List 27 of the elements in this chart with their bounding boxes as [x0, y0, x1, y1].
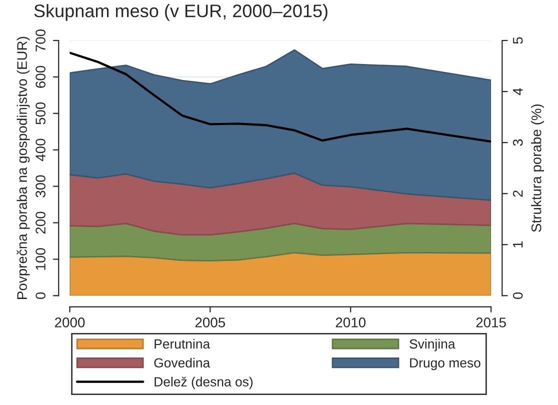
y2-tick-label: 1 [513, 241, 523, 248]
y-axis-title: Povprečna poraba na gospodinjstvo (EUR) [16, 36, 30, 299]
y-tick-label: 0 [36, 292, 46, 299]
y2-tick-label: 3 [512, 139, 523, 146]
line-series [70, 52, 492, 143]
y-tick-label: 500 [36, 102, 46, 124]
y2-tick-label: 2 [512, 190, 523, 197]
y-tick-label: 400 [36, 138, 46, 162]
legend-label: Drugo meso [410, 358, 480, 370]
x-tick-label: 2000 [55, 318, 85, 328]
y2-tick-label: 4 [513, 88, 523, 96]
y2-tick-label: 5 [513, 37, 523, 44]
x-tick-label: 2015 [476, 318, 506, 328]
chart-title: Skupnam meso (v EUR, 2000–2015) [34, 4, 328, 21]
legend-label: Delež (desna os) [154, 376, 253, 390]
y-tick-label: 300 [36, 175, 46, 198]
x-tick-label: 2010 [336, 318, 366, 328]
y2-tick-label: 0 [512, 292, 523, 299]
y-tick-label: 200 [36, 212, 46, 234]
legend-label: Svinjina [410, 338, 456, 352]
y2-axis-title: Struktura porabe (%) [531, 104, 544, 232]
legend-label: Govedina [154, 358, 210, 368]
y-tick-label: 100 [36, 248, 46, 270]
y-tick-label: 700 [36, 29, 46, 52]
y-tick-label: 600 [36, 66, 46, 88]
legend-label: Perutnina [154, 338, 210, 349]
x-tick-label: 2005 [195, 318, 226, 328]
